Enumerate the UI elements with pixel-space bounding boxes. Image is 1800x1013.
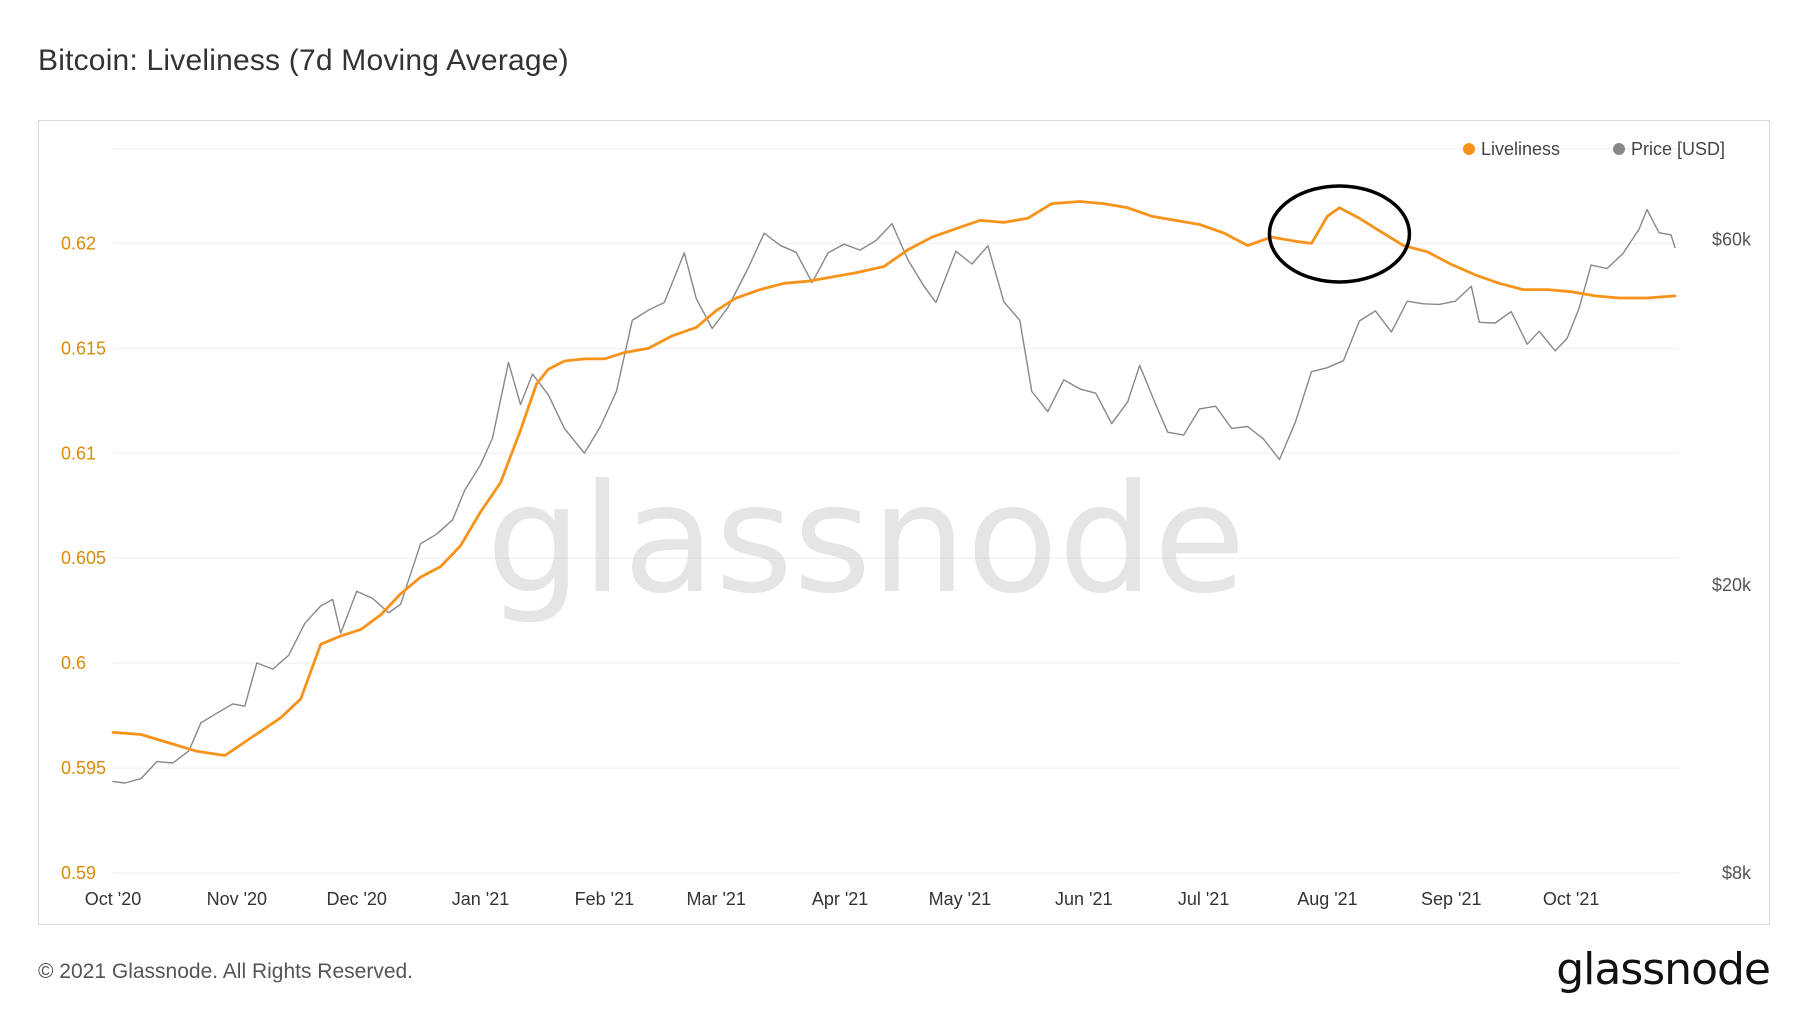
legend-label: Price [USD]: [1631, 139, 1725, 159]
legend-label: Liveliness: [1481, 139, 1560, 159]
grid-lines: [113, 148, 1679, 874]
liveliness-line: [111, 200, 1677, 757]
x-tick-label: Jan '21: [452, 889, 509, 909]
glassnode-logo[interactable]: glassnode: [1556, 944, 1771, 995]
left-tick-label: 0.62: [61, 233, 96, 253]
chart-svg: glassnode 0.59 0.595 0.6 0.605 0.61 0.615 0.62…: [61, 139, 1752, 909]
x-axis: Oct '20 Nov '20 Dec '20 Jan '21 Feb '21 Mar '…: [85, 889, 1600, 909]
x-tick-label: Feb '21: [575, 889, 634, 909]
legend-item-1[interactable]: Price [USD]: [1613, 139, 1725, 159]
x-tick-label: Oct '20: [85, 889, 141, 909]
left-tick-label: 0.605: [61, 548, 106, 568]
left-tick-label: 0.615: [61, 338, 106, 358]
right-tick-label: $8k: [1722, 863, 1752, 883]
x-tick-label: Aug '21: [1297, 889, 1358, 909]
legend[interactable]: Liveliness Price [USD]: [1463, 139, 1725, 159]
price-line: [112, 208, 1676, 784]
series-group: [111, 200, 1677, 784]
copyright-text: © 2021 Glassnode. All Rights Reserved.: [38, 960, 414, 983]
x-tick-label: Oct '21: [1543, 889, 1599, 909]
x-tick-label: May '21: [929, 889, 991, 909]
legend-item-0[interactable]: Liveliness: [1463, 139, 1560, 159]
x-tick-label: Dec '20: [326, 889, 386, 909]
left-tick-label: 0.59: [61, 863, 96, 883]
right-tick-label: $60k: [1712, 229, 1752, 249]
right-tick-label: $20k: [1712, 575, 1752, 595]
left-tick-label: 0.6: [61, 653, 86, 673]
x-tick-label: Jun '21: [1055, 889, 1112, 909]
legend-dot: [1463, 143, 1475, 155]
watermark-text: glassnode: [486, 453, 1245, 627]
chart-title: Bitcoin: Liveliness (7d Moving Average): [38, 44, 569, 77]
x-tick-label: Sep '21: [1421, 889, 1482, 909]
chart-panel: glassnode 0.59 0.595 0.6 0.605 0.61 0.615 0.62…: [38, 120, 1770, 925]
right-axis: $8k $20k $60k: [1712, 229, 1752, 883]
left-tick-label: 0.61: [61, 443, 96, 463]
x-tick-label: Apr '21: [812, 889, 868, 909]
annotation-group: [1267, 184, 1412, 284]
legend-dot: [1613, 143, 1625, 155]
left-tick-label: 0.595: [61, 758, 106, 778]
x-tick-label: Jul '21: [1178, 889, 1229, 909]
annotation-ellipse: [1267, 184, 1412, 284]
x-tick-label: Nov '20: [207, 889, 267, 909]
x-tick-label: Mar '21: [686, 889, 745, 909]
left-axis: 0.59 0.595 0.6 0.605 0.61 0.615 0.62: [61, 233, 106, 883]
